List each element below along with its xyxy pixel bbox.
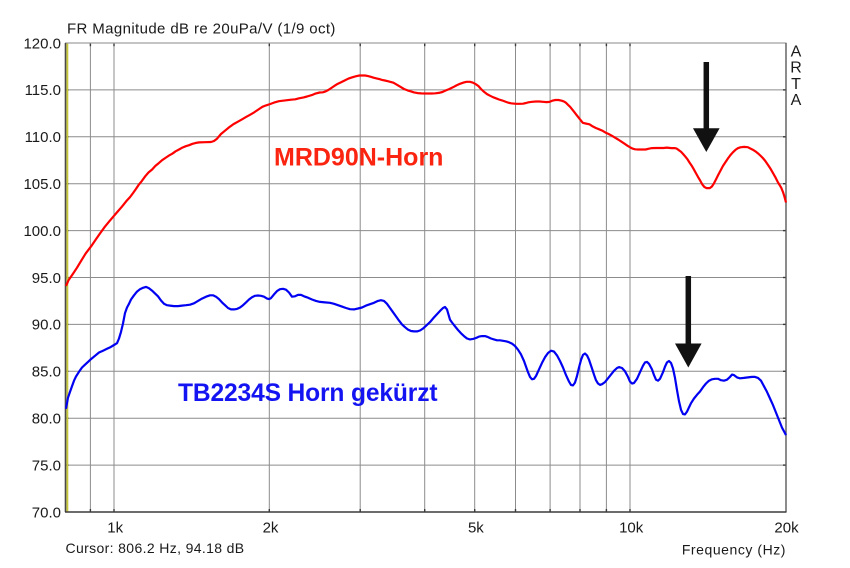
svg-text:80.0: 80.0 — [32, 411, 61, 428]
svg-text:FR Magnitude dB re 20uPa/V (1/: FR Magnitude dB re 20uPa/V (1/9 oct) — [67, 21, 336, 38]
svg-text:105.0: 105.0 — [23, 176, 61, 193]
svg-text:110.0: 110.0 — [25, 129, 61, 146]
svg-text:120.0: 120.0 — [23, 35, 61, 52]
svg-text:5k: 5k — [468, 520, 484, 537]
svg-text:R: R — [790, 60, 802, 77]
svg-text:TB2234S Horn gekürzt: TB2234S Horn gekürzt — [178, 380, 437, 407]
svg-text:70.0: 70.0 — [32, 504, 61, 521]
svg-text:A: A — [791, 92, 802, 109]
svg-text:85.0: 85.0 — [32, 364, 61, 381]
svg-text:Cursor: 806.2 Hz, 94.18 dB: Cursor: 806.2 Hz, 94.18 dB — [66, 540, 245, 556]
svg-text:T: T — [791, 76, 801, 93]
svg-text:95.0: 95.0 — [32, 270, 61, 287]
svg-text:90.0: 90.0 — [32, 317, 61, 334]
svg-text:1k: 1k — [107, 520, 123, 537]
svg-text:Frequency (Hz): Frequency (Hz) — [682, 542, 786, 558]
svg-text:A: A — [791, 44, 802, 61]
svg-text:20k: 20k — [774, 520, 799, 537]
svg-text:10k: 10k — [619, 520, 644, 537]
svg-text:75.0: 75.0 — [32, 457, 61, 474]
svg-text:100.0: 100.0 — [23, 223, 61, 240]
svg-text:115.0: 115.0 — [25, 82, 61, 99]
svg-text:MRD90N-Horn: MRD90N-Horn — [274, 144, 443, 172]
svg-text:2k: 2k — [263, 520, 279, 537]
